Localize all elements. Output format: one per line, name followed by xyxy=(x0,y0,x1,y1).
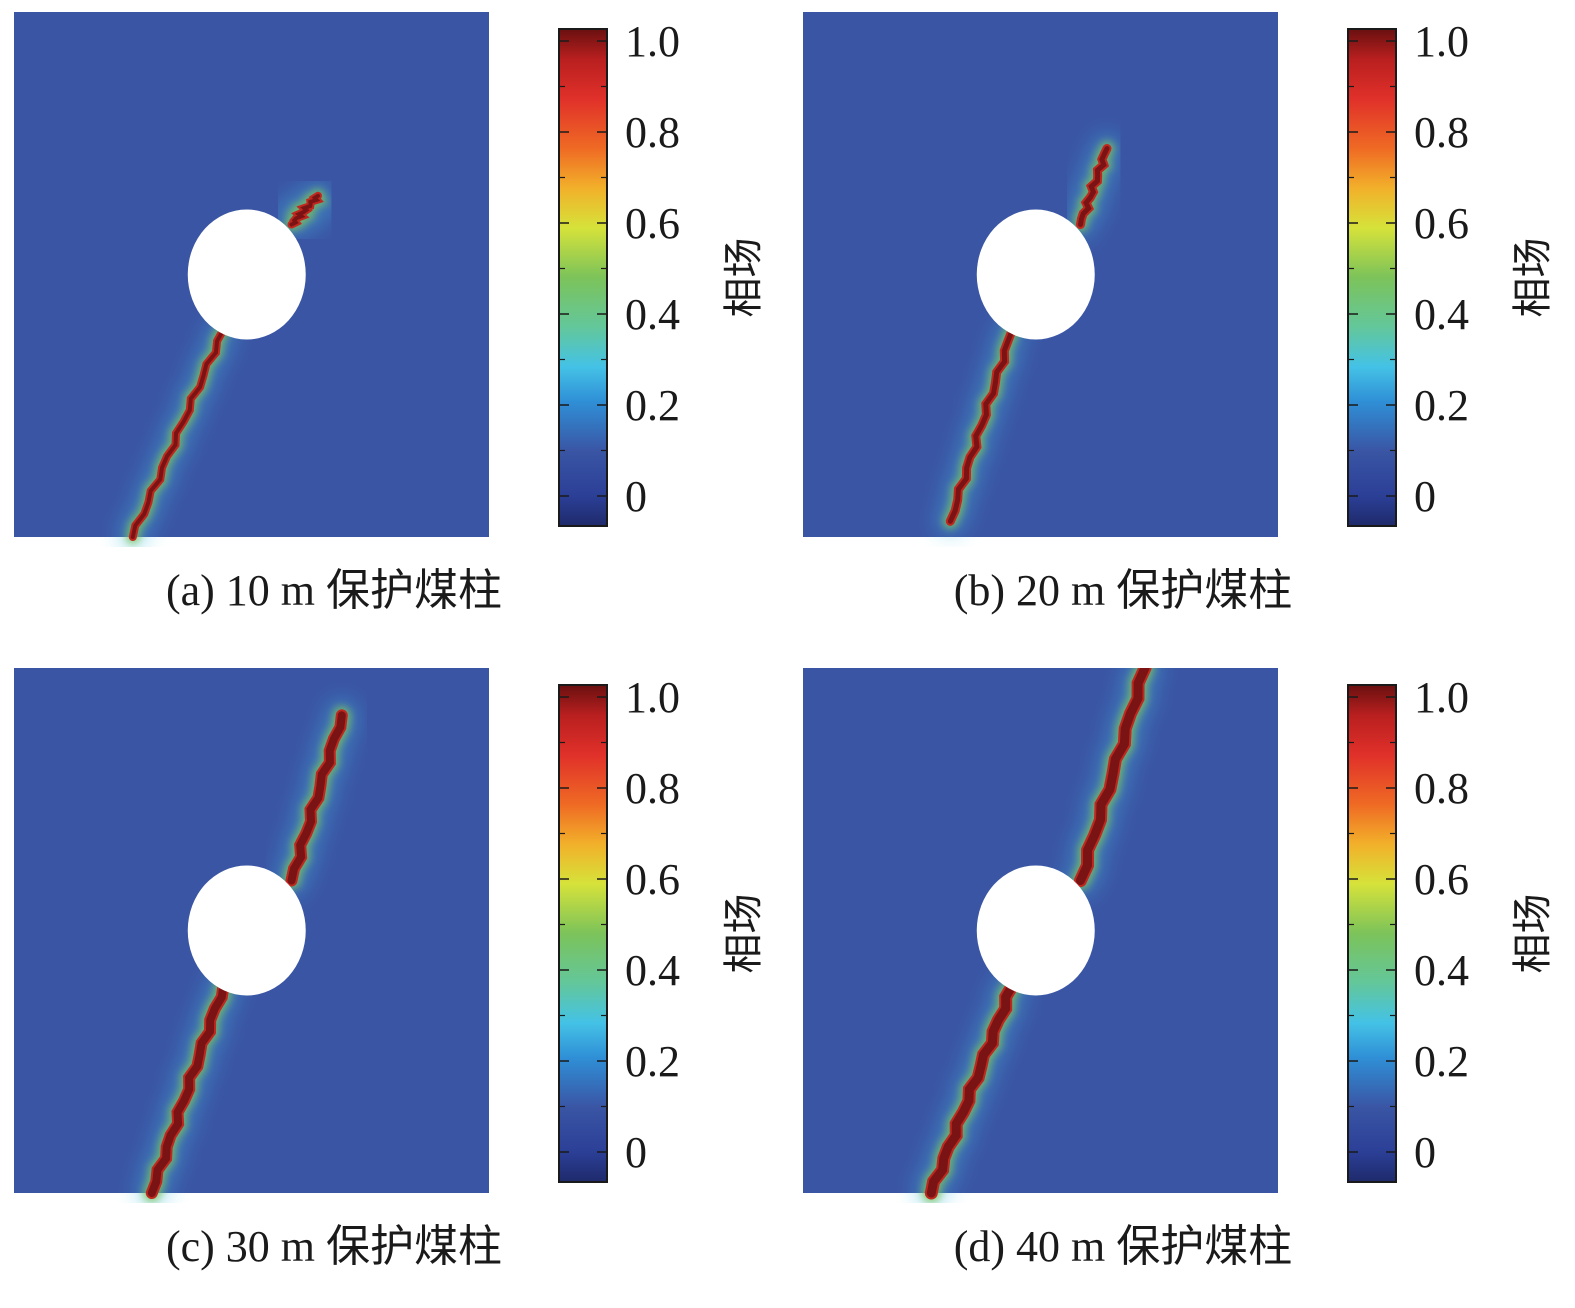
crack-upper-core xyxy=(1078,146,1110,227)
crack-lower-core xyxy=(947,327,1015,524)
caption-text: 保护煤柱 xyxy=(326,566,503,615)
colorbar-label: 相场 xyxy=(1510,238,1556,318)
caption-d: (d) 40 m 保护煤柱 xyxy=(803,1221,1443,1273)
caption-prefix: (d) xyxy=(953,1222,1006,1271)
panel-d: 1.0 0.8 0.6 0.4 0.2 0 相场 (d) 40 m 保护煤柱 xyxy=(803,668,1573,1308)
crack-upper-core xyxy=(289,193,321,227)
colorbar-tick-label: 0.4 xyxy=(1414,946,1469,995)
colorbar-tick-label: 0.2 xyxy=(1414,1037,1469,1086)
colorbar-tick-label: 0.8 xyxy=(625,764,680,813)
colorbar-tick-label: 0.4 xyxy=(625,290,680,339)
colorbar-tick-label: 0.6 xyxy=(625,199,680,248)
panel-a: 1.0 0.8 0.6 0.4 0.2 0 相场 (a) 10 m 保护煤柱 xyxy=(14,12,784,652)
caption-a: (a) 10 m 保护煤柱 xyxy=(14,565,654,617)
colorbar-tick-label: 0 xyxy=(1414,1128,1436,1177)
colorbar-tick-label: 0.4 xyxy=(1414,290,1469,339)
caption-text: 保护煤柱 xyxy=(1116,1222,1293,1271)
hole xyxy=(976,209,1095,340)
colorbar-tick-label: 0.6 xyxy=(625,855,680,904)
caption-text: 保护煤柱 xyxy=(1116,566,1293,615)
colorbar xyxy=(558,28,608,527)
colorbar-label: 相场 xyxy=(721,238,767,318)
crack-lower-core xyxy=(130,327,226,539)
colorbar-tick-label: 0.2 xyxy=(1414,381,1469,430)
crack-lower-core xyxy=(147,981,228,1197)
heatmap-a: 1.0 0.8 0.6 0.4 0.2 0 相场 xyxy=(14,12,767,547)
caption-prefix: (b) xyxy=(953,566,1006,615)
caption-b: (b) 20 m 保护煤柱 xyxy=(803,565,1443,617)
caption-unit: m xyxy=(280,1222,316,1271)
colorbar-tick-label: 0.2 xyxy=(625,1037,680,1086)
caption-value: 30 xyxy=(225,1222,270,1271)
colorbar-tick-label: 0 xyxy=(625,472,647,521)
heatmap-c: 1.0 0.8 0.6 0.4 0.2 0 相场 xyxy=(14,668,767,1203)
colorbar-tick-label: 1.0 xyxy=(625,17,680,66)
panel-c: 1.0 0.8 0.6 0.4 0.2 0 相场 (c) 30 m 保护煤柱 xyxy=(14,668,784,1308)
caption-unit: m xyxy=(280,566,316,615)
colorbar-tick-label: 0 xyxy=(625,1128,647,1177)
colorbar-tick-label: 1.0 xyxy=(1414,17,1469,66)
colorbar-tick-label: 0 xyxy=(1414,472,1436,521)
colorbar-tick-label: 0.8 xyxy=(1414,764,1469,813)
colorbar-tick-label: 0.6 xyxy=(1414,855,1469,904)
colorbar-tick-label: 1.0 xyxy=(625,673,680,722)
colorbar-tick-label: 0.2 xyxy=(625,381,680,430)
colorbar xyxy=(1347,684,1397,1183)
caption-prefix: (c) xyxy=(165,1222,215,1271)
colorbar-tick-label: 0.8 xyxy=(1414,108,1469,157)
caption-value: 40 xyxy=(1016,1222,1061,1271)
colorbar-tick-label: 0.4 xyxy=(625,946,680,995)
hole xyxy=(976,865,1095,996)
crack-upper-core xyxy=(287,711,346,885)
colorbar xyxy=(558,684,608,1183)
colorbar xyxy=(1347,28,1397,527)
crack-lower-core xyxy=(926,981,1017,1198)
colorbar-label: 相场 xyxy=(721,894,767,974)
hole xyxy=(187,209,306,340)
colorbar-tick-label: 1.0 xyxy=(1414,673,1469,722)
caption-unit: m xyxy=(1071,1222,1106,1271)
crack-upper-core xyxy=(1076,668,1150,885)
colorbar-label: 相场 xyxy=(1510,894,1556,974)
caption-unit: m xyxy=(1071,566,1106,615)
caption-c: (c) 30 m 保护煤柱 xyxy=(14,1221,654,1273)
colorbar-tick-label: 0.8 xyxy=(625,108,680,157)
heatmap-b: 1.0 0.8 0.6 0.4 0.2 0 相场 xyxy=(803,12,1556,537)
caption-prefix: (a) xyxy=(165,566,215,615)
hole xyxy=(187,865,306,996)
panel-b: 1.0 0.8 0.6 0.4 0.2 0 相场 (b) 20 m 保护煤柱 xyxy=(803,12,1573,652)
caption-value: 10 xyxy=(225,566,270,615)
heatmap-d: 1.0 0.8 0.6 0.4 0.2 0 相场 xyxy=(803,668,1556,1203)
colorbar-tick-label: 0.6 xyxy=(1414,199,1469,248)
caption-value: 20 xyxy=(1016,566,1061,615)
caption-text: 保护煤柱 xyxy=(326,1222,503,1271)
